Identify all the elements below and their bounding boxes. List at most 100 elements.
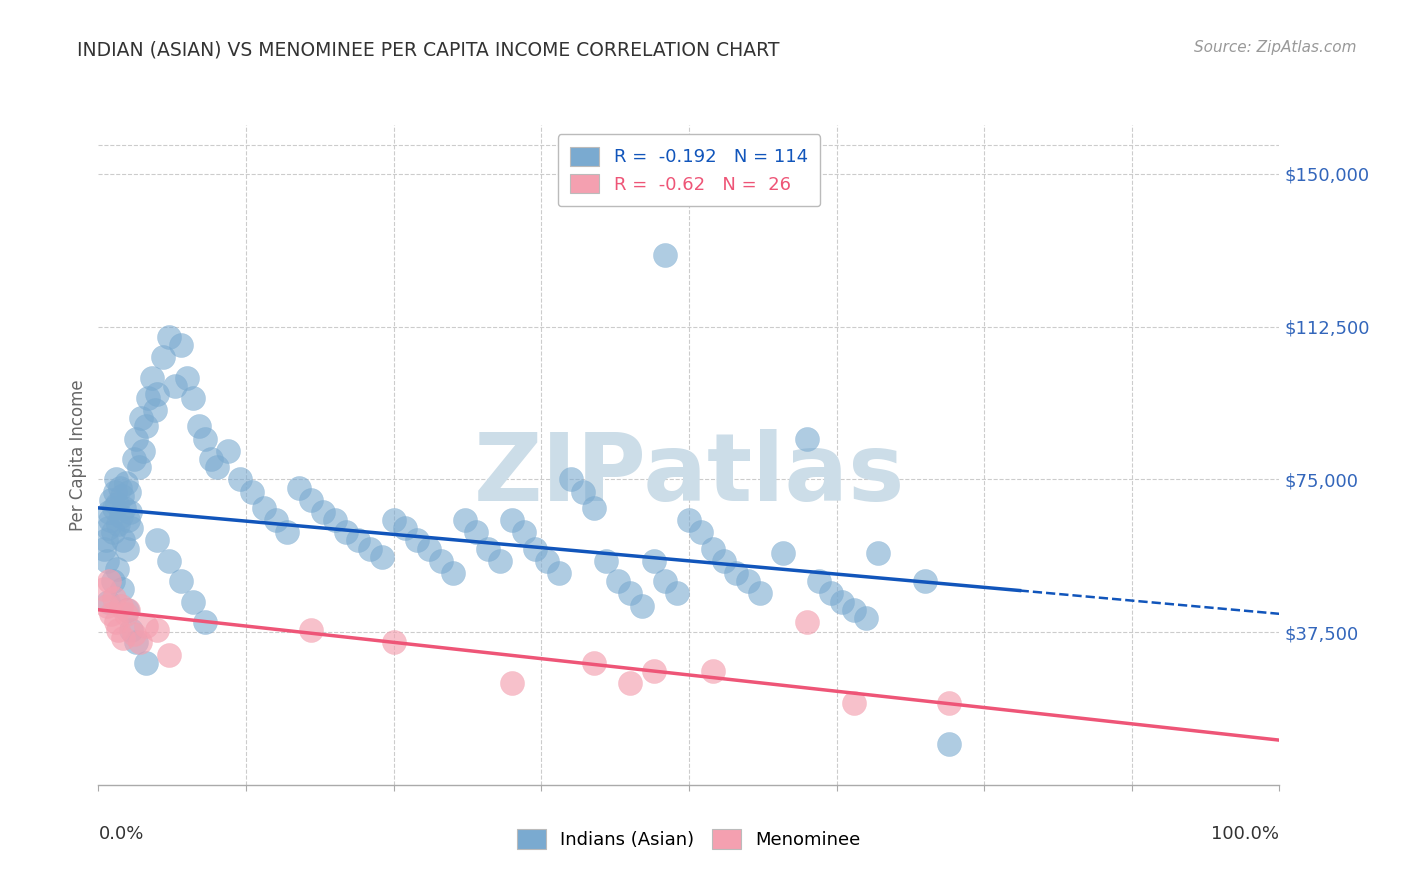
Point [96, 554, 118, 568]
Point [737, 574, 759, 589]
Point [866, 546, 889, 560]
Point [143, 403, 166, 417]
Point [371, 549, 394, 564]
Point [103, 500, 125, 515]
Point [103, 591, 125, 605]
Point [394, 521, 416, 535]
Point [205, 460, 228, 475]
Point [288, 481, 311, 495]
Point [110, 509, 132, 524]
Point [117, 603, 139, 617]
Point [335, 525, 357, 540]
Point [105, 472, 128, 486]
Point [194, 432, 217, 446]
Point [122, 627, 145, 641]
Point [176, 370, 198, 384]
Text: 0.0%: 0.0% [98, 824, 143, 843]
Point [453, 513, 475, 527]
Point [105, 497, 128, 511]
Point [146, 386, 169, 401]
Point [855, 611, 877, 625]
Point [96, 599, 118, 613]
Point [120, 505, 142, 519]
Point [146, 623, 169, 637]
Point [135, 619, 157, 633]
Point [128, 635, 150, 649]
Point [264, 513, 287, 527]
Point [654, 574, 676, 589]
Point [97, 594, 120, 608]
Point [831, 594, 853, 608]
Point [170, 574, 193, 589]
Text: 100.0%: 100.0% [1212, 824, 1279, 843]
Point [382, 513, 405, 527]
Point [465, 525, 488, 540]
Point [477, 541, 499, 556]
Point [129, 411, 152, 425]
Point [524, 541, 547, 556]
Point [112, 500, 135, 515]
Point [607, 574, 630, 589]
Point [157, 648, 180, 662]
Point [132, 443, 155, 458]
Point [121, 623, 143, 637]
Point [501, 676, 523, 690]
Point [347, 533, 370, 548]
Point [299, 623, 322, 637]
Point [217, 443, 239, 458]
Point [125, 432, 148, 446]
Point [194, 615, 217, 629]
Point [181, 594, 204, 608]
Point [165, 378, 187, 392]
Point [844, 697, 866, 711]
Point [748, 586, 770, 600]
Text: ZIPatlas: ZIPatlas [474, 429, 904, 521]
Point [115, 541, 138, 556]
Point [678, 513, 700, 527]
Point [157, 330, 180, 344]
Point [643, 664, 665, 678]
Point [111, 489, 134, 503]
Point [702, 664, 724, 678]
Point [725, 566, 748, 580]
Point [111, 582, 134, 597]
Point [93, 582, 115, 597]
Point [512, 525, 534, 540]
Point [382, 635, 405, 649]
Point [418, 541, 440, 556]
Point [110, 599, 132, 613]
Point [128, 460, 150, 475]
Point [117, 513, 139, 527]
Point [121, 521, 143, 535]
Point [430, 554, 453, 568]
Point [938, 737, 960, 751]
Point [157, 554, 180, 568]
Point [181, 391, 204, 405]
Point [807, 574, 830, 589]
Point [100, 492, 122, 507]
Point [104, 484, 127, 499]
Point [548, 566, 571, 580]
Point [101, 574, 124, 589]
Point [146, 533, 169, 548]
Point [702, 541, 724, 556]
Point [93, 541, 115, 556]
Point [114, 607, 136, 621]
Text: Source: ZipAtlas.com: Source: ZipAtlas.com [1194, 40, 1357, 55]
Point [689, 525, 711, 540]
Point [796, 432, 818, 446]
Point [536, 554, 558, 568]
Point [299, 492, 322, 507]
Point [796, 615, 818, 629]
Point [170, 338, 193, 352]
Point [276, 525, 298, 540]
Point [240, 484, 263, 499]
Point [108, 481, 131, 495]
Point [406, 533, 429, 548]
Point [136, 391, 159, 405]
Point [501, 513, 523, 527]
Point [666, 586, 689, 600]
Point [135, 419, 157, 434]
Point [107, 623, 129, 637]
Point [441, 566, 464, 580]
